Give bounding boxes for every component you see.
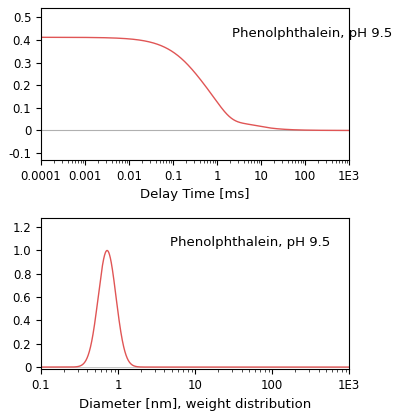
X-axis label: Delay Time [ms]: Delay Time [ms] (140, 188, 250, 201)
X-axis label: Diameter [nm], weight distribution: Diameter [nm], weight distribution (79, 398, 311, 411)
Text: Phenolphthalein, pH 9.5: Phenolphthalein, pH 9.5 (232, 26, 392, 39)
Text: Phenolphthalein, pH 9.5: Phenolphthalein, pH 9.5 (170, 236, 331, 249)
